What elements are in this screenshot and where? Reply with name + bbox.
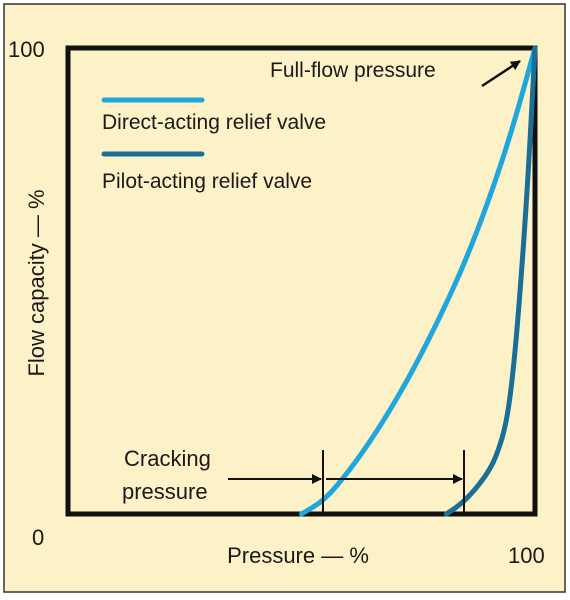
x-tick-label-max: 100: [508, 543, 545, 568]
y-tick-label-max: 100: [8, 37, 45, 62]
series-layer: [299, 45, 538, 517]
y-axis-label: Flow capacity — %: [24, 189, 49, 376]
cracking-annotation-line2: pressure: [122, 479, 208, 504]
legend: Direct-acting relief valve Pilot-acting …: [101, 97, 326, 193]
figure-background: [3, 3, 566, 593]
legend-label-direct: Direct-acting relief valve: [102, 111, 326, 134]
cracking-annotation-line1: Cracking: [124, 446, 211, 471]
legend-label-pilot: Pilot-acting relief valve: [102, 170, 312, 193]
series-line-pilot-acting: [443, 45, 538, 517]
x-axis-label: Pressure — %: [227, 543, 369, 568]
x-tick-label-min: 0: [32, 525, 44, 550]
full-flow-arrow: [481, 59, 521, 88]
series-line-direct-acting: [299, 45, 538, 517]
full-flow-annotation-text: Full-flow pressure: [270, 59, 436, 82]
